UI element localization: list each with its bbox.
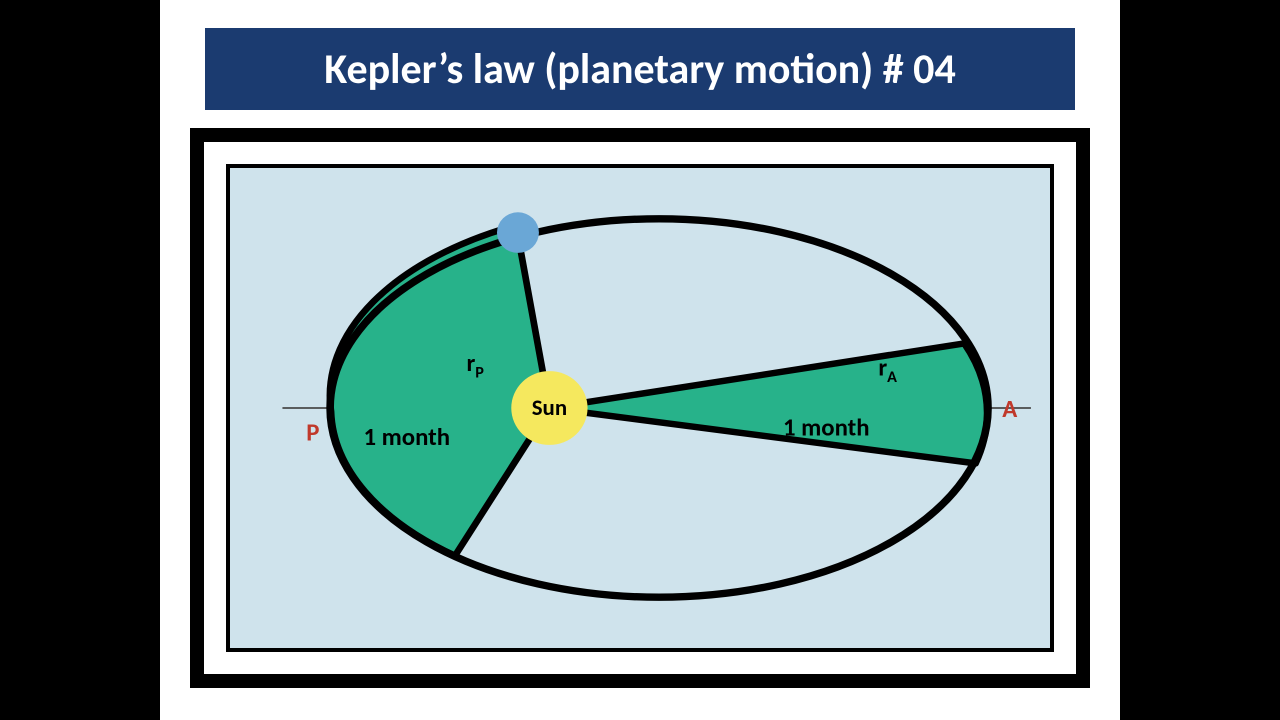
label-month-right: 1 month: [783, 413, 870, 443]
diagram-frame-outer: Sun P A rP rA 1 month 1 month: [190, 128, 1090, 688]
diagram-canvas: Sun P A rP rA 1 month 1 month: [230, 168, 1050, 648]
title-bar: Kepler’s law (planetary motion) # 04: [205, 28, 1075, 110]
kepler-diagram: Sun P A rP rA 1 month 1 month: [230, 168, 1050, 648]
label-A: A: [1002, 395, 1017, 425]
label-month-left: 1 month: [363, 422, 450, 452]
slide: Kepler’s law (planetary motion) # 04: [160, 0, 1120, 720]
diagram-frame-inner: Sun P A rP rA 1 month 1 month: [218, 156, 1062, 660]
planet-icon: [497, 212, 539, 253]
sun-label: Sun: [532, 396, 567, 423]
label-P: P: [306, 418, 319, 448]
slide-title: Kepler’s law (planetary motion) # 04: [324, 44, 956, 95]
